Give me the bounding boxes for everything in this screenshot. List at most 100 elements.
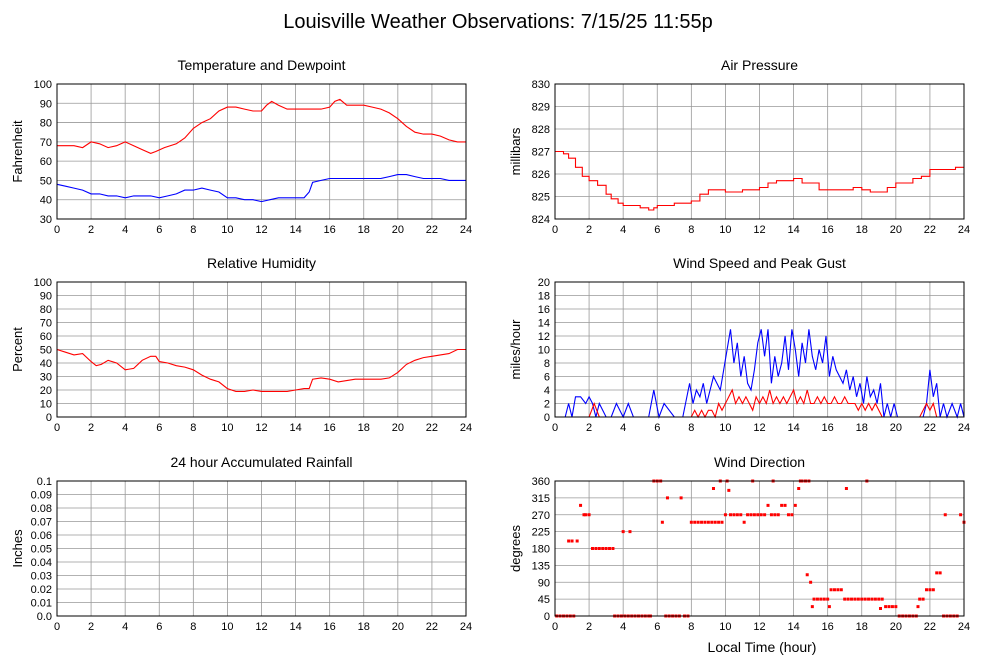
x-tick-label: 0 (54, 621, 60, 633)
data-point (739, 513, 743, 517)
data-point (850, 597, 854, 601)
chart-wind: 0 2 4 6 8 10 12 14 16 18 20 22 2402468101214161820Wi… (508, 255, 970, 434)
chart-pressure: 0 2 4 6 8 10 12 14 16 18 20 22 248248258268278288298… (508, 57, 970, 236)
y-tick-label: 0.06 (31, 530, 52, 542)
data-point (863, 597, 867, 601)
data-point (843, 597, 847, 601)
data-point (870, 597, 874, 601)
x-tick-label: 0 (552, 422, 558, 434)
data-point (587, 513, 591, 517)
chart-title: 24 hour Accumulated Rainfall (170, 454, 352, 470)
x-tick-label: 22 (426, 224, 438, 236)
x-tick-label: 18 (856, 422, 868, 434)
series-temperature-1 (56, 174, 466, 203)
x-tick-label: 18 (856, 224, 868, 236)
y-axis-label: Fahrenheit (10, 120, 25, 183)
data-point (959, 513, 963, 517)
x-tick-label: 4 (620, 224, 626, 236)
x-tick-label: 24 (460, 422, 472, 434)
y-tick-label: 0 (46, 412, 52, 424)
page-title: Louisville Weather Observations: 7/15/25… (283, 11, 713, 33)
data-point (827, 605, 831, 609)
x-tick-label: 24 (958, 621, 970, 633)
x-tick-label: 12 (753, 224, 765, 236)
series-line (57, 98, 466, 154)
x-tick-label: 2 (88, 621, 94, 633)
x-tick-label: 12 (255, 621, 267, 633)
data-point (819, 597, 823, 601)
chart-title: Temperature and Dewpoint (177, 57, 345, 73)
series-line (555, 150, 964, 211)
data-point (797, 487, 801, 490)
plot-frame (56, 480, 467, 617)
y-tick-label: 80 (40, 304, 52, 316)
data-point (752, 513, 756, 517)
chart-direction: 0 2 4 6 8 10 12 14 16 18 20 22 240459013518022527031… (508, 454, 970, 633)
data-point (935, 571, 939, 575)
data-point (867, 597, 871, 601)
series-line (56, 174, 466, 203)
data-point (584, 513, 588, 517)
x-tick-label: 12 (255, 422, 267, 434)
data-point (700, 520, 704, 524)
y-tick-label: 20 (40, 385, 52, 397)
data-point (921, 597, 925, 601)
data-point (706, 520, 710, 524)
chart-title: Air Pressure (721, 57, 798, 73)
x-tick-label: 0 (54, 224, 60, 236)
data-point (887, 605, 891, 609)
y-tick-label: 18 (538, 291, 550, 303)
x-tick-label: 22 (426, 621, 438, 633)
y-tick-label: 315 (532, 493, 550, 505)
y-tick-label: 90 (40, 98, 52, 110)
data-point (931, 588, 935, 592)
x-tick-label: 6 (156, 422, 162, 434)
y-tick-label: 12 (538, 331, 550, 343)
data-point (809, 580, 813, 584)
data-point (601, 547, 605, 550)
x-tick-label: 2 (88, 422, 94, 434)
data-point (717, 520, 721, 524)
y-tick-label: 360 (532, 476, 550, 488)
data-point (713, 520, 717, 524)
y-tick-label: 40 (40, 195, 52, 207)
x-tick-label: 16 (822, 422, 834, 434)
x-tick-label: 22 (924, 621, 936, 633)
x-tick-label: 8 (190, 621, 196, 633)
chart-humidity: 0 2 4 6 8 10 12 14 16 18 20 22 240102030405060708090… (10, 255, 472, 434)
data-point (877, 597, 881, 601)
data-point (665, 496, 669, 500)
data-point (873, 597, 877, 601)
x-tick-label: 20 (890, 224, 902, 236)
y-tick-label: 0.03 (31, 571, 52, 583)
data-point (890, 605, 894, 609)
data-point (836, 588, 840, 592)
data-point (567, 539, 571, 543)
y-tick-label: 4 (544, 385, 550, 397)
x-tick-label: 0 (552, 621, 558, 633)
x-tick-label: 22 (426, 422, 438, 434)
data-point (810, 605, 814, 609)
data-point (570, 539, 574, 543)
data-point (822, 597, 826, 601)
y-axis-label: miles/hour (508, 319, 523, 380)
data-point (853, 597, 857, 601)
x-tick-label: 10 (221, 224, 233, 236)
y-tick-label: 60 (40, 156, 52, 168)
y-tick-label: 50 (40, 175, 52, 187)
data-point (928, 588, 932, 592)
x-tick-label: 16 (324, 422, 336, 434)
y-tick-label: 100 (34, 277, 52, 289)
y-tick-label: 824 (532, 214, 550, 226)
data-point (860, 597, 864, 601)
data-point (815, 597, 819, 601)
data-point (689, 520, 693, 524)
x-tick-label: 14 (289, 422, 301, 434)
plot-frame (554, 480, 965, 617)
x-tick-label: 20 (392, 422, 404, 434)
series-temperature-0 (57, 98, 466, 154)
chart-temperature: 0 2 4 6 8 10 12 14 16 18 20 22 2430405060708090100Te… (10, 57, 472, 236)
data-point (727, 488, 731, 492)
x-tick-label: 22 (924, 224, 936, 236)
